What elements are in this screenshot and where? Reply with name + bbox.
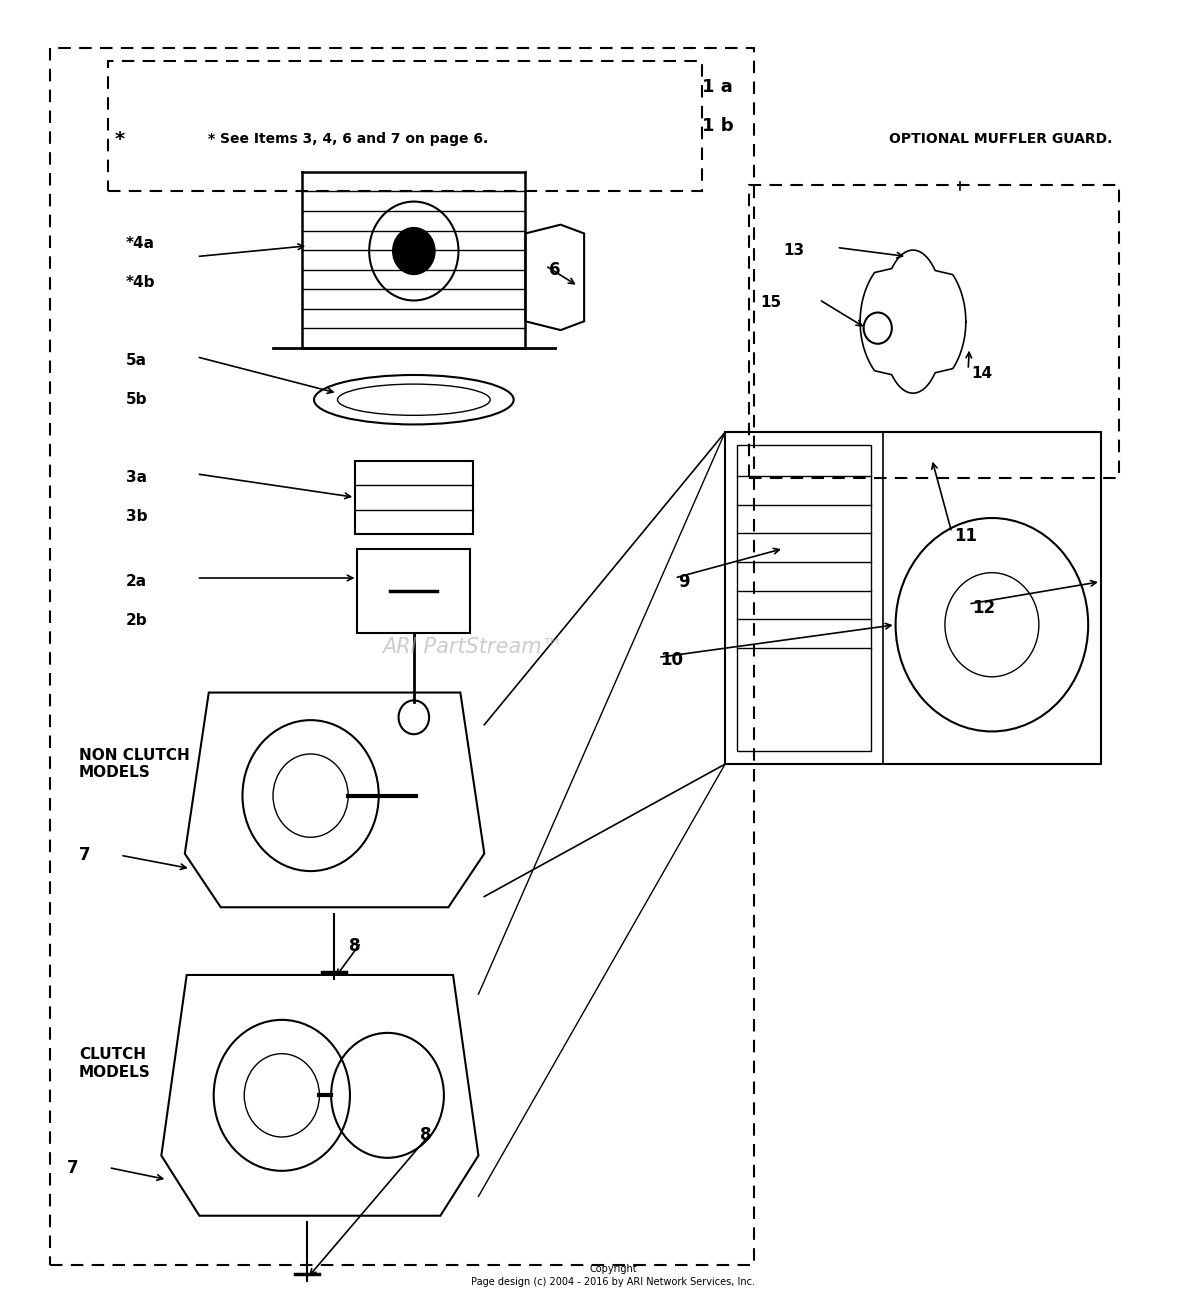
Text: 1 a: 1 a (702, 78, 733, 97)
Circle shape (393, 227, 435, 274)
Text: 3b: 3b (126, 510, 148, 524)
Text: 6: 6 (549, 260, 560, 278)
Bar (358, 549, 470, 633)
Bar (355, 461, 472, 533)
Text: 14: 14 (971, 366, 992, 382)
Text: 10: 10 (661, 651, 683, 669)
Text: 1 b: 1 b (702, 118, 733, 136)
Text: Copyright
Page design (c) 2004 - 2016 by ARI Network Services, Inc.: Copyright Page design (c) 2004 - 2016 by… (472, 1264, 755, 1287)
Text: *: * (114, 129, 124, 149)
Text: 2a: 2a (126, 574, 148, 589)
Text: OPTIONAL MUFFLER GUARD.: OPTIONAL MUFFLER GUARD. (890, 132, 1113, 146)
Text: 5a: 5a (126, 353, 148, 369)
Text: 15: 15 (760, 294, 781, 310)
Text: *4a: *4a (126, 237, 155, 251)
Text: * See Items 3, 4, 6 and 7 on page 6.: * See Items 3, 4, 6 and 7 on page 6. (209, 132, 489, 146)
Text: 2b: 2b (126, 613, 148, 629)
Text: 12: 12 (971, 599, 995, 617)
Text: 9: 9 (678, 572, 689, 591)
Text: CLUTCH
MODELS: CLUTCH MODELS (79, 1047, 151, 1080)
Text: NON CLUTCH
MODELS: NON CLUTCH MODELS (79, 748, 190, 780)
Text: 7: 7 (79, 846, 91, 864)
Text: 8: 8 (349, 937, 361, 955)
Text: 13: 13 (784, 243, 805, 257)
Text: 8: 8 (420, 1127, 431, 1144)
Text: 11: 11 (955, 527, 977, 545)
Text: 7: 7 (67, 1158, 79, 1176)
Text: *4b: *4b (126, 274, 156, 290)
Text: 5b: 5b (126, 392, 148, 408)
Text: 3a: 3a (126, 471, 148, 485)
Text: ARI PartStream™: ARI PartStream™ (382, 637, 563, 657)
